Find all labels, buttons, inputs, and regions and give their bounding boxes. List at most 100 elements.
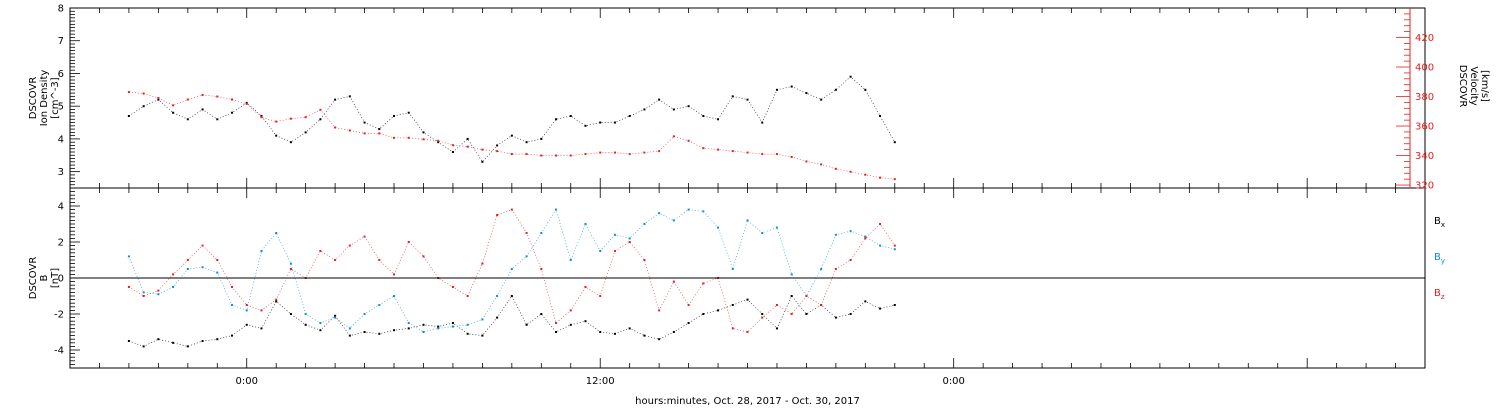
top-point-velocity: [289, 117, 292, 120]
bottom-point-by: [348, 327, 351, 330]
bottom-point-bz: [584, 286, 587, 288]
legend-subscript: z: [1441, 293, 1445, 301]
top-left-tick-label: 7: [58, 36, 64, 47]
top-left-tick-label: 8: [58, 4, 64, 15]
bottom-point-by: [422, 331, 425, 333]
top-point-velocity: [407, 136, 410, 139]
top-point-ion-density: [805, 92, 808, 95]
bottom-point-bx: [834, 316, 837, 319]
bottom-point-bz: [849, 259, 852, 261]
bottom-point-bx: [540, 313, 543, 315]
top-point-velocity: [496, 150, 499, 153]
bottom-point-bz: [731, 327, 734, 330]
top-point-ion-density: [289, 141, 292, 144]
bottom-point-bz: [319, 250, 322, 252]
top-right-tick-label: 400: [1415, 63, 1434, 74]
bottom-point-bx: [275, 300, 278, 303]
bottom-point-bz: [407, 241, 410, 243]
bottom-left-tick-label: 2: [58, 238, 64, 249]
top-point-velocity: [348, 129, 351, 132]
top-point-ion-density: [142, 105, 145, 108]
bottom-point-bx: [363, 331, 366, 333]
bottom-point-bz: [481, 262, 484, 265]
top-left-tick-label: 4: [58, 134, 64, 145]
bottom-point-bz: [289, 268, 292, 270]
bottom-point-bx: [172, 341, 175, 344]
top-point-velocity: [216, 95, 219, 98]
top-point-velocity: [658, 150, 661, 153]
top-left-axis-title-line3: [cm^-3]: [50, 77, 61, 118]
legend-label-Bz: Bz: [1434, 288, 1445, 301]
bottom-point-bz: [510, 208, 513, 211]
top-point-ion-density: [820, 98, 823, 101]
x-tick-label-1: 12:00: [586, 376, 615, 387]
top-point-ion-density: [834, 88, 837, 91]
bottom-point-by: [510, 268, 513, 270]
bottom-point-bz: [363, 235, 366, 238]
top-point-velocity: [142, 92, 145, 95]
bottom-trace-bz: [128, 209, 896, 333]
top-point-ion-density: [319, 118, 322, 121]
bottom-point-by: [672, 219, 675, 222]
bottom-point-bx: [422, 323, 425, 326]
bottom-point-bx: [879, 307, 882, 310]
bottom-point-bx: [643, 334, 646, 337]
top-point-velocity: [481, 148, 484, 151]
bottom-point-bx: [893, 304, 896, 306]
top-point-ion-density: [864, 88, 867, 91]
legend-base: B: [1434, 288, 1441, 299]
legend-base: B: [1434, 216, 1441, 227]
bottom-point-by: [628, 237, 631, 240]
bottom-point-bx: [289, 313, 292, 315]
bottom-point-bz: [422, 255, 425, 258]
top-point-velocity: [304, 116, 307, 119]
top-point-ion-density: [466, 137, 469, 140]
bottom-point-bx: [481, 334, 484, 337]
top-point-ion-density: [481, 160, 484, 163]
top-left-axis-title-line2: Ion Density: [39, 70, 50, 127]
bottom-point-bx: [216, 338, 219, 341]
top-point-velocity: [569, 154, 572, 157]
bottom-point-bz: [628, 241, 631, 243]
bottom-left-tick-label: -2: [54, 310, 64, 321]
x-tick-label-0: 0:00: [236, 376, 258, 387]
top-point-ion-density: [172, 111, 175, 114]
top-point-velocity: [334, 126, 337, 129]
bottom-point-by: [746, 219, 749, 222]
bottom-point-by: [555, 208, 558, 211]
top-point-velocity: [186, 98, 189, 101]
bottom-point-by: [584, 223, 587, 225]
bottom-axis-title-line2: B: [39, 274, 50, 281]
bottom-point-by: [451, 325, 454, 328]
bottom-trace-by: [128, 208, 895, 333]
top-point-ion-density: [717, 118, 720, 121]
x-axis-title: hours:minutes, Oct. 28, 2017 - Oct. 30, …: [635, 396, 860, 407]
bottom-left-tick-label: 4: [58, 202, 64, 213]
top-point-velocity: [731, 150, 734, 153]
bottom-point-by: [702, 210, 705, 213]
bottom-point-by: [393, 295, 396, 297]
bottom-point-by: [289, 262, 292, 265]
top-point-ion-density: [893, 141, 896, 144]
bottom-point-bx: [849, 313, 852, 315]
top-point-ion-density: [569, 115, 572, 117]
bottom-point-bz: [496, 214, 499, 216]
top-point-velocity: [893, 178, 896, 181]
bottom-point-bx: [687, 322, 690, 324]
bottom-left-tick-label: 0: [58, 274, 64, 285]
top-point-ion-density: [260, 115, 263, 117]
top-point-velocity: [879, 176, 882, 179]
bottom-point-by: [437, 327, 440, 330]
top-point-velocity: [275, 120, 278, 123]
top-point-velocity: [378, 132, 381, 135]
bottom-point-bx: [717, 309, 720, 312]
top-point-velocity: [231, 98, 234, 101]
top-point-ion-density: [540, 137, 543, 140]
bottom-point-by: [658, 212, 661, 215]
top-point-velocity: [702, 147, 705, 150]
top-point-ion-density: [702, 115, 705, 117]
top-point-ion-density: [555, 118, 558, 121]
bottom-point-bx: [525, 323, 528, 326]
bottom-point-bz: [790, 313, 793, 315]
bottom-point-bz: [775, 304, 778, 306]
